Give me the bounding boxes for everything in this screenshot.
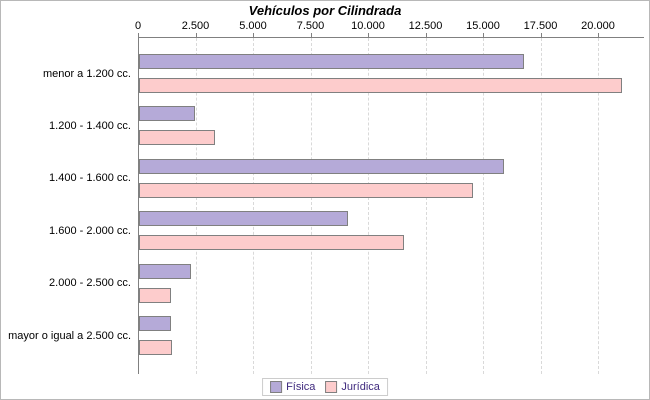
bar-fsica — [139, 264, 191, 279]
vertical-gridline — [310, 38, 312, 374]
x-axis-line — [138, 37, 644, 38]
category-label: 2.000 - 2.500 cc. — [49, 277, 131, 289]
bar-fsica — [139, 54, 524, 69]
x-tick-mark — [425, 33, 427, 37]
x-tick-label: 17.500 — [523, 20, 558, 32]
x-tick-label: 10.000 — [351, 20, 385, 32]
x-tick-mark — [483, 33, 484, 37]
vertical-gridline — [368, 38, 369, 374]
bar-fsica — [139, 106, 195, 121]
legend-swatch — [325, 381, 338, 393]
bar-jurdica — [139, 288, 171, 303]
x-tick-label: 2.500 — [181, 20, 210, 32]
x-tick-mark — [368, 33, 369, 37]
x-tick-mark — [138, 33, 139, 37]
vertical-gridline — [195, 38, 197, 374]
legend-label: Jurídica — [341, 381, 380, 393]
legend-item: Física — [270, 381, 315, 393]
vertical-gridline — [483, 38, 484, 374]
bar-fsica — [139, 159, 504, 174]
x-tick-mark — [540, 33, 542, 37]
category-label: 1.400 - 1.600 cc. — [49, 172, 131, 184]
category-label: 1.600 - 2.000 cc. — [49, 225, 131, 237]
y-axis-line — [138, 37, 139, 374]
legend-swatch — [270, 381, 283, 393]
bar-fsica — [139, 316, 171, 331]
x-tick-label: 5.000 — [239, 20, 267, 32]
x-tick-mark — [253, 33, 254, 37]
x-tick-mark — [195, 33, 197, 37]
x-tick-mark — [310, 33, 312, 37]
vertical-gridline — [253, 38, 254, 374]
category-label: menor a 1.200 cc. — [42, 68, 131, 80]
bar-jurdica — [139, 183, 473, 198]
legend-label: Física — [286, 381, 316, 393]
bar-jurdica — [139, 235, 404, 250]
x-tick-mark — [598, 33, 599, 37]
x-tick-label: 20.000 — [581, 20, 615, 32]
vertical-gridline — [598, 38, 599, 374]
legend-item: Jurídica — [325, 381, 380, 393]
legend: Física Jurídica — [262, 378, 388, 396]
vertical-gridline — [425, 38, 427, 374]
x-tick-label: 0 — [134, 20, 142, 32]
x-tick-label: 15.000 — [466, 20, 500, 32]
bar-fsica — [139, 211, 348, 226]
bar-jurdica — [139, 130, 215, 145]
chart-title: Vehículos por Cilindrada — [248, 3, 402, 18]
bar-jurdica — [139, 340, 172, 355]
x-tick-label: 12.500 — [408, 20, 443, 32]
category-label: 1.200 - 1.400 cc. — [49, 120, 131, 132]
vertical-gridline — [540, 38, 542, 374]
category-label: mayor o igual a 2.500 cc. — [8, 330, 131, 342]
x-tick-label: 7.500 — [296, 20, 325, 32]
bar-jurdica — [139, 78, 622, 93]
